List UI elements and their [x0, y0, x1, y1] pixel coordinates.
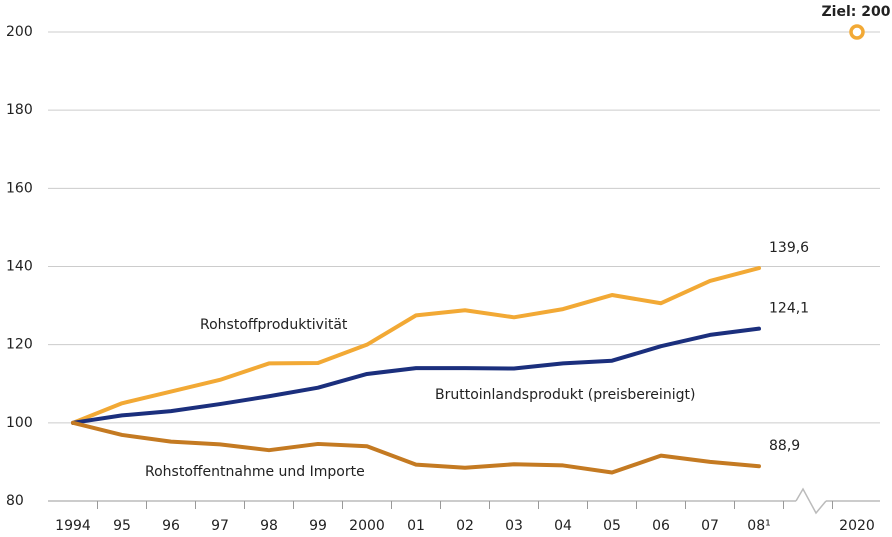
x-tick-label: 2000 — [349, 518, 385, 534]
y-tick-label: 120 — [6, 337, 33, 353]
series-line — [71, 420, 761, 475]
y-tick-label: 160 — [6, 180, 33, 196]
series-label: Rohstoffentnahme und Importe — [145, 464, 365, 480]
x-tick-label: 97 — [211, 518, 229, 534]
y-tick-label: 200 — [6, 24, 33, 40]
axis-break — [795, 487, 827, 515]
x-tick-label: 07 — [701, 518, 719, 534]
x-tick-label: 06 — [652, 518, 670, 534]
y-tick-label: 180 — [6, 102, 33, 118]
axis-break-mask — [796, 487, 826, 515]
x-tick-label: 98 — [260, 518, 278, 534]
target-marker — [849, 24, 865, 40]
x-tick-label: 1994 — [55, 518, 91, 534]
x-tick-label: 08¹ — [747, 518, 770, 534]
y-tick-label: 80 — [6, 493, 24, 509]
x-tick-label: 03 — [505, 518, 523, 534]
x-tick-label: 2020 — [839, 518, 875, 534]
series-line — [71, 266, 761, 425]
value-label: 88,9 — [769, 438, 800, 454]
x-tick-label: 01 — [407, 518, 425, 534]
value-label: 139,6 — [769, 240, 809, 256]
x-tick-label: 02 — [456, 518, 474, 534]
x-tick-label: 05 — [603, 518, 621, 534]
y-tick-label: 100 — [6, 415, 33, 431]
series-label: Rohstoffproduktivität — [200, 317, 348, 333]
x-tick-label: 99 — [309, 518, 327, 534]
x-tick-label: 96 — [162, 518, 180, 534]
series-line — [71, 326, 761, 425]
value-label: 124,1 — [769, 301, 809, 317]
target-label: Ziel: 200 — [822, 4, 891, 20]
x-tick-label: 04 — [554, 518, 572, 534]
series-label: Bruttoinlandsprodukt (preisbereinigt) — [435, 387, 695, 403]
x-tick-label: 95 — [113, 518, 131, 534]
y-tick-label: 140 — [6, 259, 33, 275]
